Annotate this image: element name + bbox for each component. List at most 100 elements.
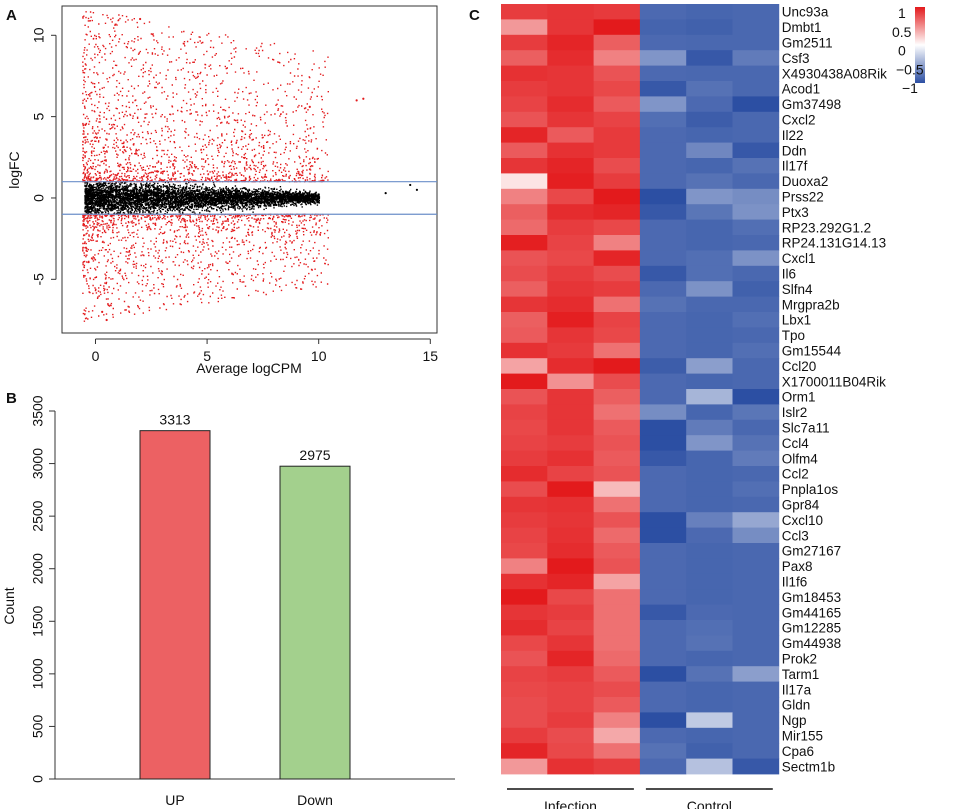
heatmap-row-label: Gm12285 xyxy=(782,621,841,636)
heatmap-cell xyxy=(547,127,594,143)
heatmap-cell xyxy=(639,727,687,744)
heatmap-cell xyxy=(732,419,780,436)
heatmap-row-label: Cxcl10 xyxy=(782,513,823,528)
heatmap-cell xyxy=(732,666,780,682)
heatmap-cell xyxy=(593,342,641,359)
heatmap-row-label: Il1f6 xyxy=(782,575,808,590)
heatmap-cell xyxy=(593,389,641,405)
ma-x-axis-title: Average logCPM xyxy=(196,360,302,376)
heatmap-cell xyxy=(547,235,594,251)
heatmap-cell xyxy=(686,312,733,328)
heatmap-cell xyxy=(686,543,733,559)
panel-label-a: A xyxy=(6,7,17,24)
heatmap-cell xyxy=(639,589,687,605)
ma-x-tick-label: 0 xyxy=(92,348,100,364)
heatmap-cell xyxy=(686,666,733,682)
heatmap-row-label: Gm37498 xyxy=(782,97,841,112)
heatmap-row-label: Olfm4 xyxy=(782,451,818,466)
heatmap-cell xyxy=(501,265,548,282)
heatmap-cell xyxy=(639,358,687,374)
heatmap-cell xyxy=(639,342,687,359)
heatmap-cell xyxy=(501,296,548,313)
heatmap-cell xyxy=(501,589,548,605)
heatmap-cell xyxy=(547,450,594,467)
heatmap-cell xyxy=(593,312,641,328)
heatmap-cell xyxy=(547,466,594,482)
bar-y-tick-label: 0 xyxy=(30,775,46,783)
heatmap-cell xyxy=(593,558,641,575)
heatmap-cell xyxy=(501,620,548,636)
heatmap-cell xyxy=(547,296,594,313)
heatmap-cell xyxy=(547,65,594,82)
heatmap-cell xyxy=(639,50,687,66)
heatmap-cell xyxy=(686,265,733,282)
heatmap-cell xyxy=(639,281,687,297)
heatmap-cell xyxy=(686,558,733,575)
heatmap-cell xyxy=(686,466,733,482)
heatmap-cell xyxy=(547,527,594,544)
bar-y-tick-label: 1500 xyxy=(30,606,46,637)
heatmap-cell xyxy=(593,81,641,97)
heatmap-cell xyxy=(686,50,733,66)
heatmap-cell xyxy=(732,296,780,313)
heatmap-cell xyxy=(501,389,548,405)
heatmap-cell xyxy=(732,50,780,66)
heatmap-cell xyxy=(501,342,548,359)
heatmap-cell xyxy=(732,604,780,621)
heatmap-cell xyxy=(639,512,687,528)
heatmap-cells xyxy=(501,4,780,775)
heatmap-cell xyxy=(686,589,733,605)
heatmap-cell xyxy=(639,173,687,190)
heatmap-cell xyxy=(686,712,733,729)
heatmap-cell xyxy=(732,543,780,559)
heatmap-row-label: Tarm1 xyxy=(782,667,820,682)
heatmap-cell xyxy=(686,573,733,590)
heatmap-cell xyxy=(686,450,733,467)
heatmap-cell xyxy=(501,235,548,251)
bar-y-tick-label: 500 xyxy=(30,715,46,739)
heatmap-cell xyxy=(732,496,780,513)
heatmap-cell xyxy=(732,650,780,667)
heatmap-cell xyxy=(547,188,594,205)
heatmap-cell xyxy=(686,111,733,128)
heatmap-group-label: Infection xyxy=(544,798,597,809)
heatmap-cell xyxy=(547,219,594,236)
heatmap-cell xyxy=(547,404,594,421)
heatmap-cell xyxy=(501,496,548,513)
ma-point xyxy=(415,188,419,191)
heatmap-cell xyxy=(639,111,687,128)
heatmap-cell xyxy=(686,296,733,313)
ma-point xyxy=(105,318,108,322)
heatmap-cell xyxy=(593,327,641,344)
panel-label-c: C xyxy=(469,7,480,24)
heatmap-cell xyxy=(639,34,687,51)
heatmap-cell xyxy=(686,173,733,190)
heatmap-group-labels: Infection Control xyxy=(507,788,773,809)
heatmap-cell xyxy=(732,81,780,97)
heatmap-cell xyxy=(593,404,641,421)
heatmap-cell xyxy=(547,543,594,559)
ma-y-tick-label: 0 xyxy=(31,194,47,202)
heatmap-cell xyxy=(732,173,780,190)
heatmap-cell xyxy=(732,697,780,713)
heatmap-cell xyxy=(501,96,548,113)
heatmap-cell xyxy=(501,373,548,390)
heatmap-cell xyxy=(501,188,548,205)
heatmap-cell xyxy=(593,111,641,128)
heatmap-cell xyxy=(547,250,594,267)
bar-down xyxy=(279,465,351,780)
heatmap: Unc93aDmbt1Gm2511Csf3X4930438A08RikAcod1… xyxy=(501,4,925,809)
heatmap-cell xyxy=(547,558,594,575)
heatmap-cell xyxy=(639,743,687,759)
heatmap-row-label: RP23.292G1.2 xyxy=(782,220,871,235)
heatmap-cell xyxy=(639,204,687,220)
heatmap-cell xyxy=(593,697,641,713)
heatmap-cell xyxy=(639,65,687,82)
ma-plot-axes: 0 5 10 15 -5 0 5 10 xyxy=(31,27,439,364)
heatmap-cell xyxy=(501,758,548,775)
heatmap-cell xyxy=(501,681,548,698)
heatmap-cell xyxy=(593,620,641,636)
heatmap-row-label: X4930438A08Rik xyxy=(782,66,887,81)
ma-point xyxy=(362,97,365,100)
heatmap-cell xyxy=(732,158,780,174)
